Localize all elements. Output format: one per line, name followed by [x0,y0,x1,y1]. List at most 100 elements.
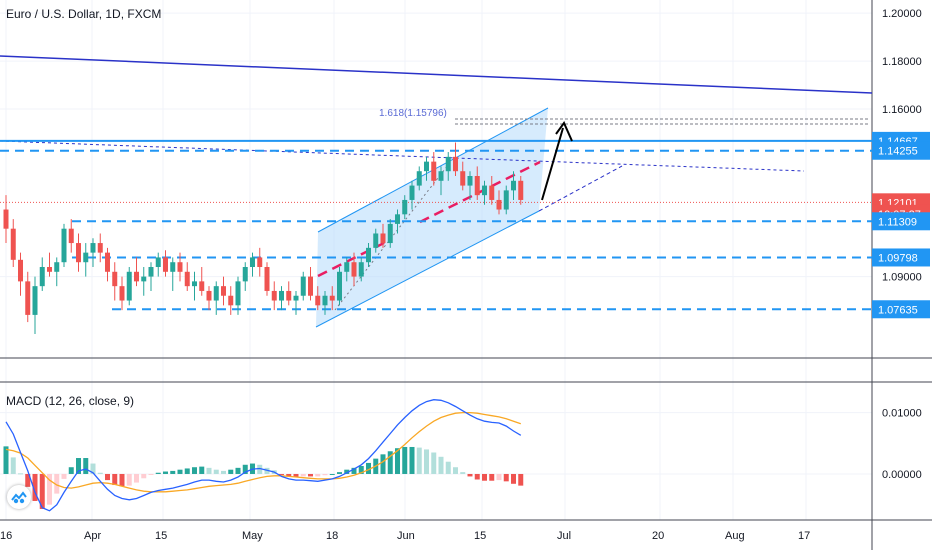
candle-body[interactable] [90,243,96,253]
candle-body[interactable] [68,228,74,244]
macd-histogram-bar [242,464,248,474]
candle-body[interactable] [373,233,379,248]
candle-body[interactable] [10,228,16,260]
macd-signal-line [5,411,522,493]
candle-body[interactable] [489,185,495,200]
macd-histogram-bar [416,447,422,474]
candle-body[interactable] [112,271,118,287]
candle-body[interactable] [119,286,125,301]
candle-body[interactable] [496,199,502,210]
pink-guide-line[interactable] [419,160,541,224]
candle-body[interactable] [286,290,292,301]
channel-lower-line[interactable] [315,210,540,328]
projection-arrow-head[interactable] [555,121,573,142]
candle-body[interactable] [438,171,444,181]
candle-body[interactable] [344,262,350,272]
candle-body[interactable] [460,171,466,186]
candle-body[interactable] [358,262,364,277]
candle-body[interactable] [518,180,524,200]
candle-body[interactable] [184,271,190,287]
candle-body[interactable] [431,161,437,181]
candle-body[interactable] [264,267,270,291]
macd-histogram-bar [424,449,429,474]
candle-body[interactable] [351,262,357,277]
candle-body[interactable] [148,267,154,277]
candle-body[interactable] [170,262,176,272]
macd-histogram-bar [380,454,386,474]
candle-body[interactable] [329,295,335,301]
candle-body[interactable] [366,247,371,263]
macd-histogram-bar [315,473,321,477]
long-downtrend-line[interactable] [0,55,873,94]
candle-body[interactable] [18,259,23,282]
candle-body[interactable] [47,267,52,272]
candle-body[interactable] [445,156,451,172]
candle-body[interactable] [409,185,415,200]
price-label-box [872,212,930,231]
candle-body[interactable] [271,290,277,301]
ascending-channel[interactable] [316,108,548,327]
candle-body[interactable] [134,271,139,282]
candle-body[interactable] [279,290,284,301]
candle-body[interactable] [61,228,67,263]
candle-body[interactable] [97,243,103,253]
candle-body[interactable] [337,271,342,301]
candle-body[interactable] [322,295,328,306]
candle-body[interactable] [482,185,487,196]
dashed-resistance-line[interactable] [0,140,805,172]
candle-body[interactable] [141,276,147,282]
time-axis-tick: Aug [725,530,745,542]
candle-body[interactable] [192,281,197,287]
candle-body[interactable] [395,214,400,224]
macd-axis-tick: 0.01000 [882,408,922,420]
price-axis-tick: 1.09000 [882,272,922,284]
candle-body[interactable] [221,286,226,296]
candle-body[interactable] [228,295,234,306]
candle-body[interactable] [453,156,458,172]
candle-body[interactable] [76,243,81,263]
candle-body[interactable] [424,161,429,172]
candle-body[interactable] [250,257,255,268]
candle-body[interactable] [105,252,110,272]
candle-body[interactable] [242,267,248,282]
candle-body[interactable] [54,262,60,272]
candle-body[interactable] [503,190,509,210]
price-axis-tick: 1.18000 [882,56,922,68]
candle-body[interactable] [257,257,263,268]
channel-projection-line[interactable] [538,165,623,212]
candle-body[interactable] [474,176,480,196]
candle-body[interactable] [235,281,241,306]
candle-body[interactable] [511,180,516,191]
candle-body[interactable] [315,295,321,306]
macd-histogram-bar [47,473,52,505]
time-axis-tick: 15 [155,530,167,542]
candle-body[interactable] [300,276,306,296]
candle-body[interactable] [199,281,205,291]
price-label-text: 1.11309 [878,216,917,228]
candle-body[interactable] [206,290,212,301]
candle-body[interactable] [380,233,386,244]
candle-body[interactable] [402,199,408,215]
candle-body[interactable] [416,171,422,186]
candle-body[interactable] [155,257,161,268]
candle-body[interactable] [3,209,9,229]
candle-body[interactable] [32,286,38,315]
candle-body[interactable] [293,295,299,301]
candle-body[interactable] [467,176,473,186]
tradingview-logo-icon[interactable] [7,485,31,509]
price-label-text: 1.14255 [878,146,918,158]
candle-body[interactable] [387,223,393,244]
candle-body[interactable] [213,286,219,301]
projection-arrow[interactable] [541,127,564,201]
candle-body[interactable] [126,271,132,301]
candle-body[interactable] [25,281,31,315]
time-axis-tick: Jul [557,530,571,542]
candle-body[interactable] [83,252,89,263]
candle-body[interactable] [39,267,45,287]
candle-body[interactable] [177,262,183,272]
time-axis-tick: 17 [798,530,810,542]
candle-body[interactable] [308,276,313,296]
candle-body[interactable] [163,257,168,272]
